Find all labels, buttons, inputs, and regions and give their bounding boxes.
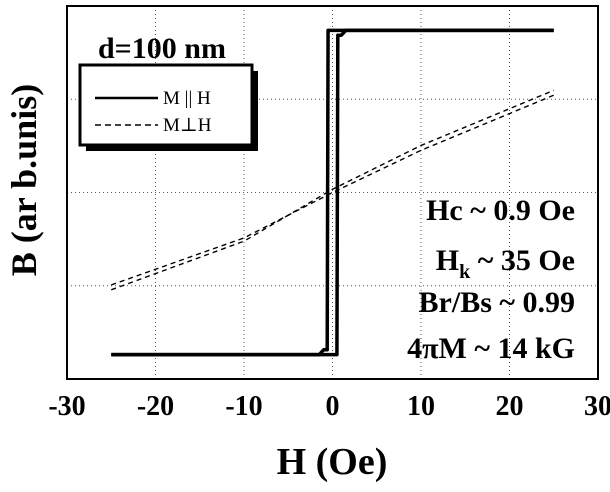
x-tick-label: -10 xyxy=(225,391,262,422)
plot-series xyxy=(111,28,555,357)
hk-value: ~ 35 Oe xyxy=(470,244,575,277)
hk-main: H xyxy=(436,244,459,277)
legend-label-parallel: M || H xyxy=(163,88,211,109)
series-perpendicular-branch xyxy=(111,89,555,291)
plot-frame xyxy=(66,5,599,380)
squareness-annotation: Br/Bs ~ 0.99 xyxy=(419,286,575,319)
sample-thickness-label: d=100 nm xyxy=(98,32,226,65)
x-tick-labels: -30 -20 -10 0 10 20 30 xyxy=(48,391,610,422)
x-tick-label: 0 xyxy=(326,391,340,422)
x-tick-label: 20 xyxy=(496,391,524,422)
legend-box xyxy=(78,63,254,147)
x-tick-label: -20 xyxy=(137,391,174,422)
anisotropy-field-annotation: Hk ~ 35 Oe xyxy=(436,244,575,283)
saturation-magnetization-annotation: 4πM ~ 14 kG xyxy=(407,332,575,365)
legend: M || H M⊥H xyxy=(78,63,258,151)
x-tick-label: 10 xyxy=(407,391,435,422)
legend-label-perpendicular: M⊥H xyxy=(163,115,212,136)
y-axis-label: B (ar b.unis) xyxy=(4,84,44,276)
hk-subscript: k xyxy=(459,261,471,283)
x-tick-label: 30 xyxy=(584,391,610,422)
coercivity-annotation: Hc ~ 0.9 Oe xyxy=(426,194,575,227)
series-perpendicular-branch xyxy=(111,94,555,286)
x-tick-label: -30 xyxy=(48,391,85,422)
series-parallel-branch xyxy=(111,28,554,357)
x-axis-label: H (Oe) xyxy=(277,441,388,483)
